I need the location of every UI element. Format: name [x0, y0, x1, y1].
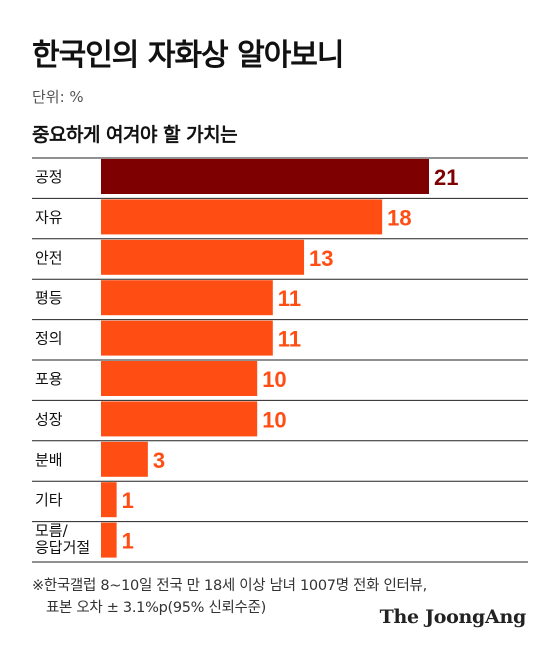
- value-label-7: 10: [262, 407, 286, 432]
- value-label-9: 1: [122, 488, 134, 513]
- brand-logo: The JoongAng: [379, 606, 527, 628]
- value-label-6: 10: [262, 367, 286, 392]
- bar-7: [101, 401, 258, 437]
- value-label-5: 11: [278, 327, 301, 352]
- survey-note: ※한국갤럽 8~10일 전국 만 18세 이상 남녀 1007명 전화 인터뷰,…: [32, 576, 427, 620]
- chart-subtitle: 중요하게 여겨야 할 가치는: [32, 124, 238, 146]
- bar-6: [101, 361, 258, 396]
- bar-3: [101, 239, 305, 275]
- value-label-8: 3: [153, 448, 165, 473]
- category-label-6: 포용: [35, 370, 63, 388]
- category-label-2: 자유: [35, 208, 63, 226]
- bar-1: [101, 159, 429, 194]
- value-label-2: 18: [387, 205, 411, 230]
- bar-5: [101, 320, 273, 356]
- category-label-3: 안전: [35, 249, 63, 267]
- survey-note-line-1: ※한국갤럽 8~10일 전국 만 18세 이상 남녀 1007명 전화 인터뷰,: [32, 578, 427, 594]
- value-label-10: 1: [122, 529, 134, 554]
- category-label-5: 정의: [35, 330, 63, 348]
- bar-2: [101, 199, 383, 235]
- bar-8: [101, 441, 148, 477]
- unit-label: 단위: %: [32, 88, 84, 106]
- survey-note-line-2: 표본 오차 ± 3.1%p(95% 신뢰수준): [46, 599, 266, 616]
- category-label-7: 성장: [35, 410, 63, 428]
- value-label-1: 21: [434, 165, 458, 190]
- bar-10: [101, 522, 117, 558]
- category-label-1: 공정: [35, 168, 63, 186]
- value-label-4: 11: [278, 286, 301, 311]
- bar-4: [101, 280, 273, 316]
- category-label-8: 분배: [35, 451, 63, 469]
- category-label-4: 평등: [35, 289, 63, 307]
- page-title: 한국인의 자화상 알아보니: [32, 38, 344, 73]
- category-label-9: 기타: [35, 491, 63, 509]
- bar-9: [101, 482, 117, 518]
- value-label-3: 13: [309, 246, 333, 271]
- category-label-10: 모름/응답거절: [35, 522, 90, 557]
